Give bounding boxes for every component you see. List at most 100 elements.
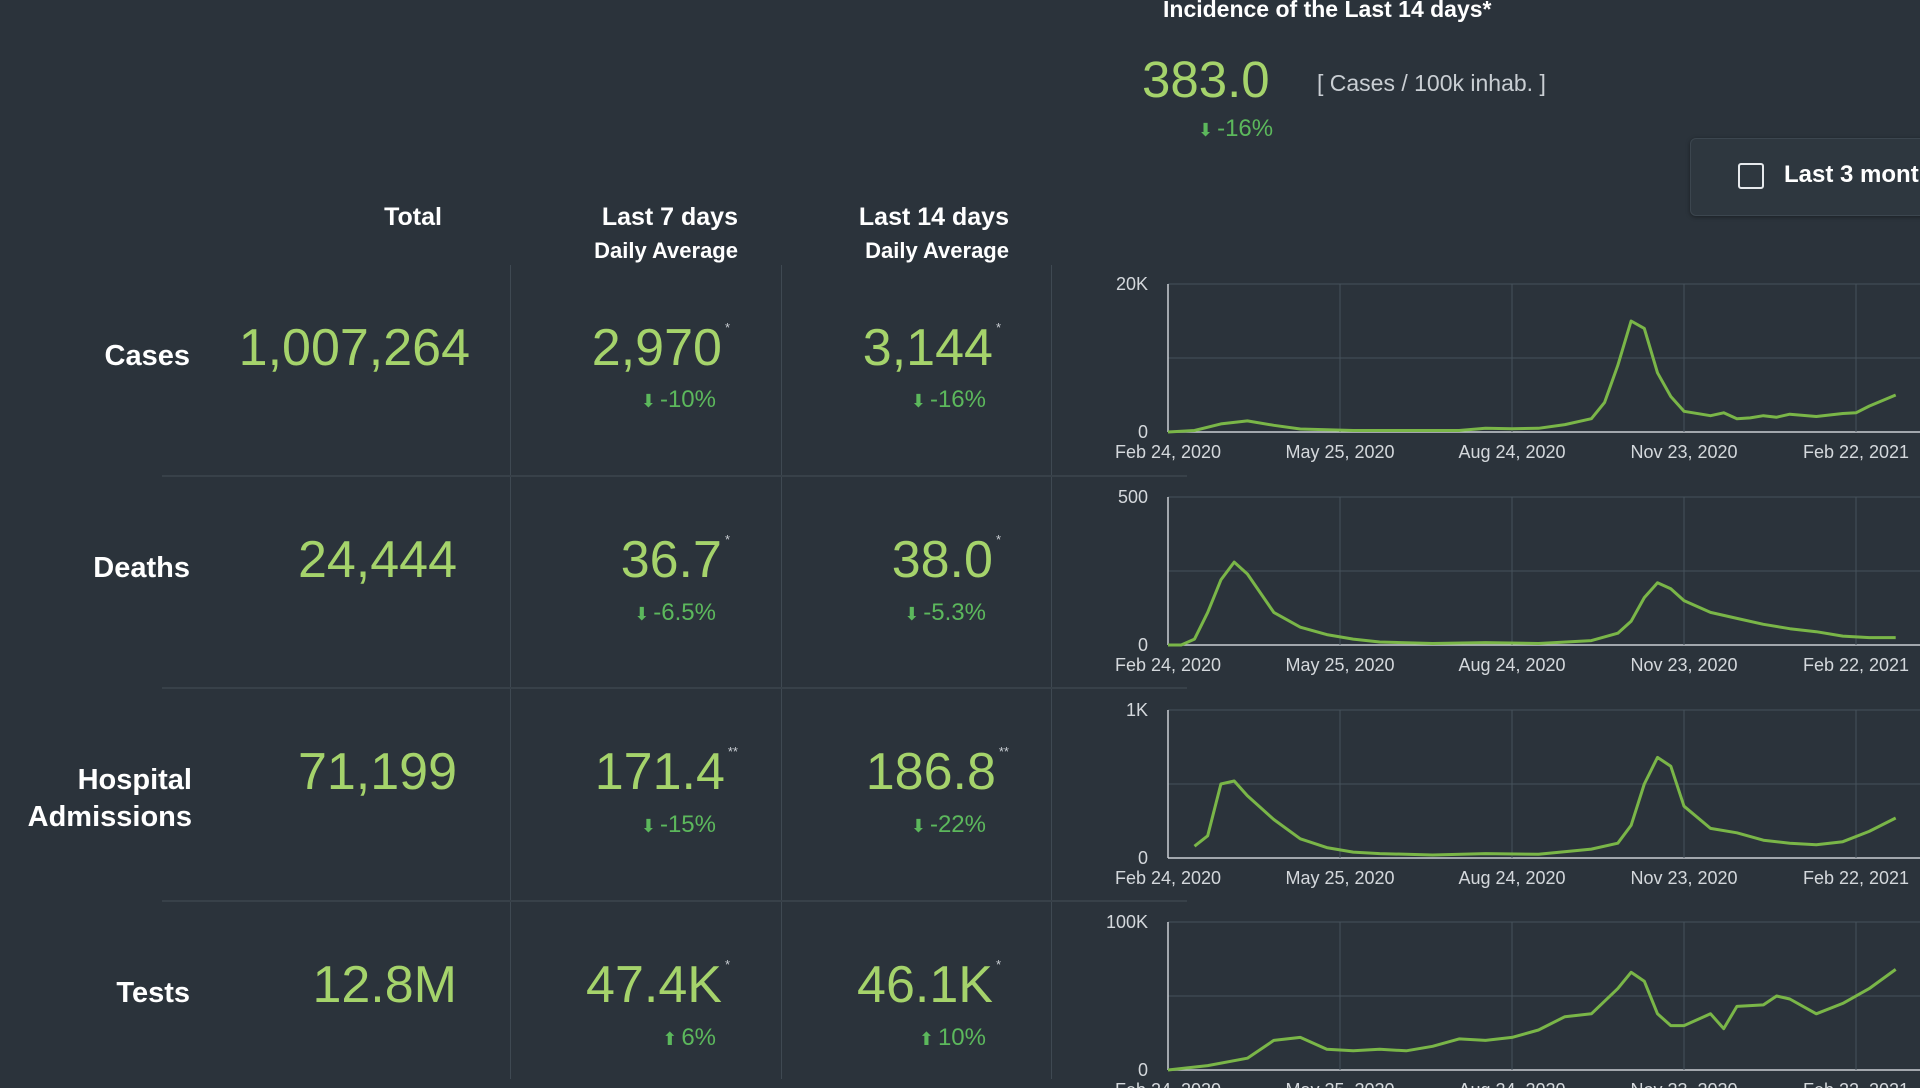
avg7-number: 171.4 xyxy=(594,743,725,801)
footnote-mark: ** xyxy=(998,744,1009,759)
avg7-change-value: 6% xyxy=(681,1024,716,1051)
column-subtitle-last-7-days: Daily Average xyxy=(594,238,738,263)
x-tick-label: Feb 24, 2020 xyxy=(1115,655,1221,675)
avg14-value: 3,144 * xyxy=(770,318,1001,378)
x-tick-label: May 25, 2020 xyxy=(1285,1080,1394,1088)
incidence-change-value: -16% xyxy=(1217,115,1274,142)
avg7-change-value: -10% xyxy=(659,386,716,413)
x-tick-label: Feb 22, 2021 xyxy=(1803,442,1909,462)
total-value: 71,199 xyxy=(297,743,457,801)
x-tick-label: Aug 24, 2020 xyxy=(1458,442,1565,462)
avg7-change: ⬇ -10% xyxy=(560,386,716,414)
period-filter-panel: Last 3 months xyxy=(1690,138,1920,216)
avg7-change: ⬇ -6.5% xyxy=(560,599,716,627)
avg7-number: 2,970 xyxy=(591,319,722,377)
avg14-number: 38.0 xyxy=(891,531,993,589)
series-line xyxy=(1168,560,1896,647)
column-divider xyxy=(510,265,511,1079)
x-tick-label: Feb 22, 2021 xyxy=(1803,655,1909,675)
avg14-number: 186.8 xyxy=(865,743,996,801)
total-value: 12.8M xyxy=(312,956,457,1014)
avg14-change: ⬇ -16% xyxy=(830,386,986,414)
avg14-change-value: -16% xyxy=(929,386,986,413)
incidence-unit: [ Cases / 100k inhab. ] xyxy=(1317,70,1546,96)
x-tick-label: Nov 23, 2020 xyxy=(1630,868,1737,888)
arrow-down-icon: ⬇ xyxy=(910,816,926,836)
x-tick-label: Feb 24, 2020 xyxy=(1115,1080,1221,1088)
y-tick-label: 0 xyxy=(1138,1060,1148,1080)
y-tick-label: 0 xyxy=(1138,635,1148,655)
row-divider xyxy=(162,687,1187,689)
x-tick-label: Feb 22, 2021 xyxy=(1803,1080,1909,1088)
y-tick-label: 20K xyxy=(1116,274,1148,294)
y-tick-label: 1K xyxy=(1126,700,1148,720)
y-tick-label: 0 xyxy=(1138,848,1148,868)
total-value: 1,007,264 xyxy=(238,319,470,377)
avg7-value: 47.4K * xyxy=(500,955,730,1015)
avg14-change: ⬇ -5.3% xyxy=(830,599,986,627)
x-tick-label: Nov 23, 2020 xyxy=(1630,655,1737,675)
avg14-change: ⬇ -22% xyxy=(830,811,986,839)
avg7-change-value: -6.5% xyxy=(653,599,716,626)
y-tick-label: 500 xyxy=(1118,487,1148,507)
x-tick-label: Aug 24, 2020 xyxy=(1458,1080,1565,1088)
y-tick-label: 0 xyxy=(1138,422,1148,442)
column-header-last-7-days: Last 7 days Daily Average xyxy=(560,200,738,268)
avg7-value: 36.7 * xyxy=(500,530,730,590)
avg14-value: 46.1K * xyxy=(770,955,1001,1015)
last-3-months-checkbox[interactable] xyxy=(1738,163,1764,189)
x-tick-label: May 25, 2020 xyxy=(1285,868,1394,888)
x-tick-label: Aug 24, 2020 xyxy=(1458,655,1565,675)
footnote-mark: ** xyxy=(727,744,738,759)
column-title-last-7-days: Last 7 days xyxy=(601,203,738,231)
arrow-down-icon: ⬇ xyxy=(634,604,650,624)
avg7-value: 2,970 * xyxy=(500,318,730,378)
avg14-number: 46.1K xyxy=(857,956,993,1014)
incidence-title: Incidence of the Last 14 days* xyxy=(1163,0,1492,22)
x-tick-label: Feb 22, 2021 xyxy=(1803,868,1909,888)
avg14-number: 3,144 xyxy=(862,319,993,377)
row-divider xyxy=(162,475,1187,477)
hospital-admissions-chart[interactable]: Feb 24, 2020 May 25, 2020 Aug 24, 2020 Nov … xyxy=(1090,696,1920,896)
cases-chart[interactable]: Feb 24, 2020 May 25, 2020 Aug 24, 2020 Nov … xyxy=(1090,270,1920,470)
column-divider xyxy=(1051,265,1052,1079)
column-title-last-14-days: Last 14 days xyxy=(858,203,1009,231)
x-tick-label: May 25, 2020 xyxy=(1285,655,1394,675)
footnote-mark: * xyxy=(724,532,730,547)
series-line xyxy=(1193,755,1897,857)
series-line xyxy=(1167,319,1897,434)
tests-chart[interactable]: Feb 24, 2020 May 25, 2020 Aug 24, 2020 Nov … xyxy=(1090,908,1920,1088)
avg7-change-value: -15% xyxy=(659,811,716,838)
last-3-months-label[interactable]: Last 3 months xyxy=(1784,161,1920,188)
avg7-number: 47.4K xyxy=(586,956,722,1014)
avg14-change-value: -22% xyxy=(929,811,986,838)
series-line xyxy=(1167,968,1897,1072)
row-divider xyxy=(162,900,1187,902)
row-label-hospital-admissions: Hospital Admissions xyxy=(27,764,192,833)
avg7-value: 171.4 ** xyxy=(500,742,738,802)
y-tick-label: 100K xyxy=(1106,912,1148,932)
arrow-up-icon: ⬆ xyxy=(662,1029,678,1049)
incidence-change: ⬇ -16% xyxy=(1198,115,1273,143)
arrow-down-icon: ⬇ xyxy=(1198,120,1214,140)
incidence-value: 383.0 xyxy=(1142,51,1270,108)
avg7-change: ⬆ 6% xyxy=(560,1024,716,1052)
column-divider xyxy=(781,265,782,1079)
deaths-chart[interactable]: Feb 24, 2020 May 25, 2020 Aug 24, 2020 Nov … xyxy=(1090,483,1920,683)
x-tick-label: Nov 23, 2020 xyxy=(1630,442,1737,462)
avg14-value: 186.8 ** xyxy=(770,742,1009,802)
avg7-change: ⬇ -15% xyxy=(560,811,716,839)
row-label-deaths: Deaths xyxy=(93,552,190,584)
row-label-cases: Cases xyxy=(104,340,190,372)
avg14-change-value: -5.3% xyxy=(923,599,986,626)
arrow-down-icon: ⬇ xyxy=(904,604,920,624)
footnote-mark: * xyxy=(995,957,1001,972)
row-label-tests: Tests xyxy=(116,977,190,1009)
footnote-mark: * xyxy=(995,532,1001,547)
x-tick-label: Aug 24, 2020 xyxy=(1458,868,1565,888)
avg14-change: ⬆ 10% xyxy=(830,1024,986,1052)
x-tick-label: Feb 24, 2020 xyxy=(1115,442,1221,462)
column-subtitle-last-14-days: Daily Average xyxy=(865,238,1009,263)
footnote-mark: * xyxy=(995,320,1001,335)
footnote-mark: * xyxy=(724,957,730,972)
